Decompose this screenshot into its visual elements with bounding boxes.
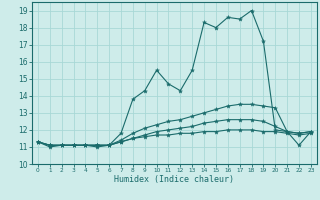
X-axis label: Humidex (Indice chaleur): Humidex (Indice chaleur) bbox=[115, 175, 234, 184]
